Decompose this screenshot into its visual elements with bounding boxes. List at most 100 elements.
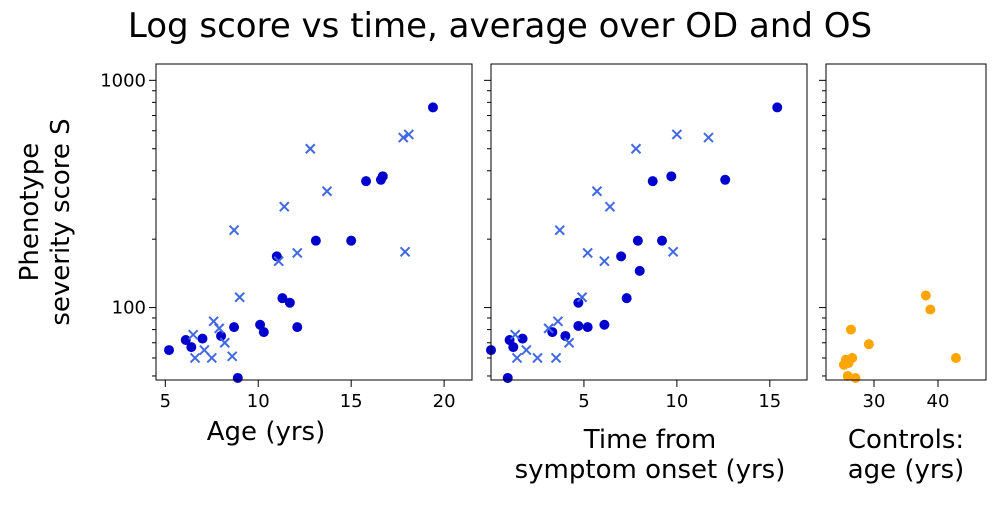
x-tick-label: 40 <box>927 391 950 412</box>
data-point-cross <box>228 225 240 236</box>
data-point-cross <box>667 246 679 257</box>
data-point-dot <box>361 176 372 187</box>
data-point-cross <box>398 132 409 143</box>
data-point-cross <box>279 201 290 212</box>
data-point-dot <box>621 293 632 304</box>
data-point-control <box>920 290 931 301</box>
data-point-control <box>950 352 961 363</box>
data-point-dot <box>560 330 571 341</box>
data-point-cross <box>599 255 610 267</box>
data-point-dot <box>573 320 584 331</box>
panels: 100 1000 5 10 15 20 Age (yrs) 5 10 15 Time fromsym… <box>100 63 987 485</box>
data-point-cross <box>552 316 564 327</box>
x-tick-label: 5 <box>160 391 171 412</box>
data-point-dot <box>517 333 528 344</box>
data-point-dot <box>657 235 668 246</box>
data-point-dot <box>258 327 269 338</box>
data-point-cross <box>532 352 543 364</box>
panel-frame <box>825 63 987 381</box>
panel-3: 30 40 Controls:age (yrs) <box>819 63 987 485</box>
data-point-cross <box>199 344 210 356</box>
y-axis-label-line-1: Phenotype <box>15 143 45 282</box>
data-point-cross <box>671 129 683 140</box>
data-point-cross <box>189 352 201 364</box>
data-point-dot <box>164 345 175 356</box>
x-axis-label-line-1: Controls: <box>848 425 964 455</box>
data-point-cross <box>227 351 238 362</box>
data-point-dot <box>197 333 208 344</box>
data-point-dot <box>180 334 191 345</box>
data-point-dot <box>772 102 783 113</box>
data-point-dot <box>508 342 519 353</box>
data-point-cross <box>630 143 642 154</box>
data-point-cross <box>550 352 562 364</box>
data-point-cross <box>399 246 411 257</box>
data-point-cross <box>206 352 217 364</box>
data-point-dot <box>216 330 227 341</box>
data-point-cross <box>321 186 333 197</box>
data-point-dot <box>292 322 303 333</box>
y-axis-label-line-2: severity score S <box>46 118 76 325</box>
x-tick-label: 15 <box>758 391 781 412</box>
data-point-cross <box>554 225 565 236</box>
x-axis-label-line-2: symptom onset (yrs) <box>515 455 786 485</box>
x-tick-label: 10 <box>665 391 688 412</box>
data-point-cross <box>521 344 532 356</box>
panel-1: 100 1000 5 10 15 20 Age (yrs) <box>100 63 473 447</box>
data-point-cross <box>576 292 588 303</box>
data-point-dot <box>229 322 240 333</box>
x-tick-label: 30 <box>863 391 886 412</box>
data-point-cross <box>219 337 230 348</box>
data-point-cross <box>213 323 225 334</box>
data-point-dot <box>310 235 321 246</box>
data-point-cross <box>292 247 303 259</box>
data-point-dot <box>502 372 513 383</box>
x-axis-label-line-1: Time from <box>583 425 716 455</box>
data-point-dot <box>377 171 388 182</box>
panel-frame <box>490 63 808 381</box>
data-point-cross <box>403 129 415 140</box>
x-tick-label: 15 <box>340 391 363 412</box>
data-point-control <box>863 339 874 350</box>
data-point-cross <box>511 352 523 364</box>
data-point-control <box>842 370 853 381</box>
data-point-dot <box>647 176 658 187</box>
x-axis-label-line-1: Age (yrs) <box>207 417 325 447</box>
data-point-dot <box>582 322 593 333</box>
x-axis-label-line-2: age (yrs) <box>848 455 965 485</box>
data-point-dot <box>599 319 610 330</box>
data-point-dot <box>271 251 282 262</box>
data-point-cross <box>187 329 199 340</box>
data-point-cross <box>273 255 284 267</box>
data-point-control <box>845 324 856 335</box>
x-tick-label: 10 <box>247 391 270 412</box>
y-tick-label: 1000 <box>100 70 146 91</box>
data-point-dot <box>277 293 288 304</box>
data-point-cross <box>305 143 316 154</box>
data-point-cross <box>234 292 245 303</box>
y-tick-label: 100 <box>112 298 146 319</box>
data-point-dot <box>632 235 643 246</box>
data-point-dot <box>634 265 645 276</box>
data-point-cross <box>703 132 714 143</box>
data-point-dot <box>573 297 584 308</box>
data-point-cross <box>208 316 219 327</box>
data-point-cross <box>591 186 603 197</box>
data-point-cross <box>604 201 616 212</box>
x-tick-label: 20 <box>433 391 456 412</box>
data-point-dot <box>186 342 197 353</box>
data-point-cross <box>509 329 521 340</box>
data-point-cross <box>543 323 554 334</box>
x-tick-label: 5 <box>578 391 589 412</box>
data-point-dot <box>232 372 243 383</box>
data-point-control <box>925 304 936 315</box>
data-point-dot <box>720 174 731 185</box>
chart-title: Log score vs time, average over OD and O… <box>128 6 872 46</box>
panel-frame <box>155 63 473 381</box>
data-point-control <box>847 352 858 363</box>
data-point-dot <box>346 235 357 246</box>
data-point-dot <box>427 102 438 113</box>
data-point-dot <box>616 251 627 262</box>
